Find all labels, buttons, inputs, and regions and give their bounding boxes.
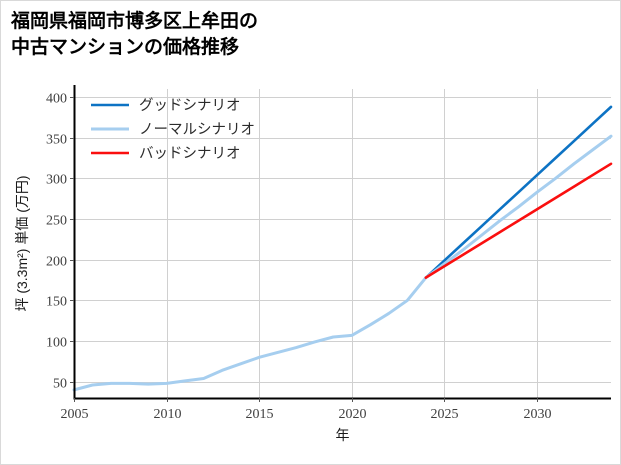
x-tick-label: 2015 (246, 407, 274, 422)
y-tick-label: 100 (46, 336, 67, 351)
series-line-2 (424, 162, 613, 279)
legend-label-1: ノーマルシナリオ (139, 122, 255, 138)
chart-gridlines (74, 89, 611, 398)
series-line-0 (424, 105, 613, 279)
page-title: 福岡県福岡市博多区上牟田の 中古マンションの価格推移 (11, 11, 259, 58)
y-tick-label: 300 (46, 173, 67, 188)
y-tick-label: 150 (46, 295, 67, 310)
y-tick-label: 250 (46, 214, 67, 229)
legend-label-0: グッドシナリオ (139, 97, 241, 114)
y-tick-label: 400 (46, 92, 67, 107)
x-tick-label: 2005 (61, 407, 89, 422)
y-tick-label: 200 (46, 255, 67, 270)
legend-label-2: バッドシナリオ (139, 146, 241, 162)
x-tick-label: 2025 (431, 407, 459, 422)
y-axis-title: 坪 (3.3m²) 単価 (万円) (14, 175, 30, 311)
chart-tick-labels: 50 100 150 200 250 300 350 400 2005 2010 2015 2020 2… (46, 92, 552, 423)
chart-series-group (72, 105, 613, 392)
chart-axis-titles: 年 坪 (3.3m²) 単価 (万円) (14, 175, 350, 443)
y-tick-label: 350 (46, 133, 67, 148)
series-line-1 (72, 134, 613, 392)
x-axis-title: 年 (336, 427, 350, 443)
x-tick-label: 2010 (154, 407, 182, 422)
x-tick-label: 2020 (339, 407, 367, 422)
chart-axes (70, 85, 611, 402)
x-tick-label: 2030 (524, 407, 552, 422)
y-tick-label: 50 (53, 377, 67, 392)
